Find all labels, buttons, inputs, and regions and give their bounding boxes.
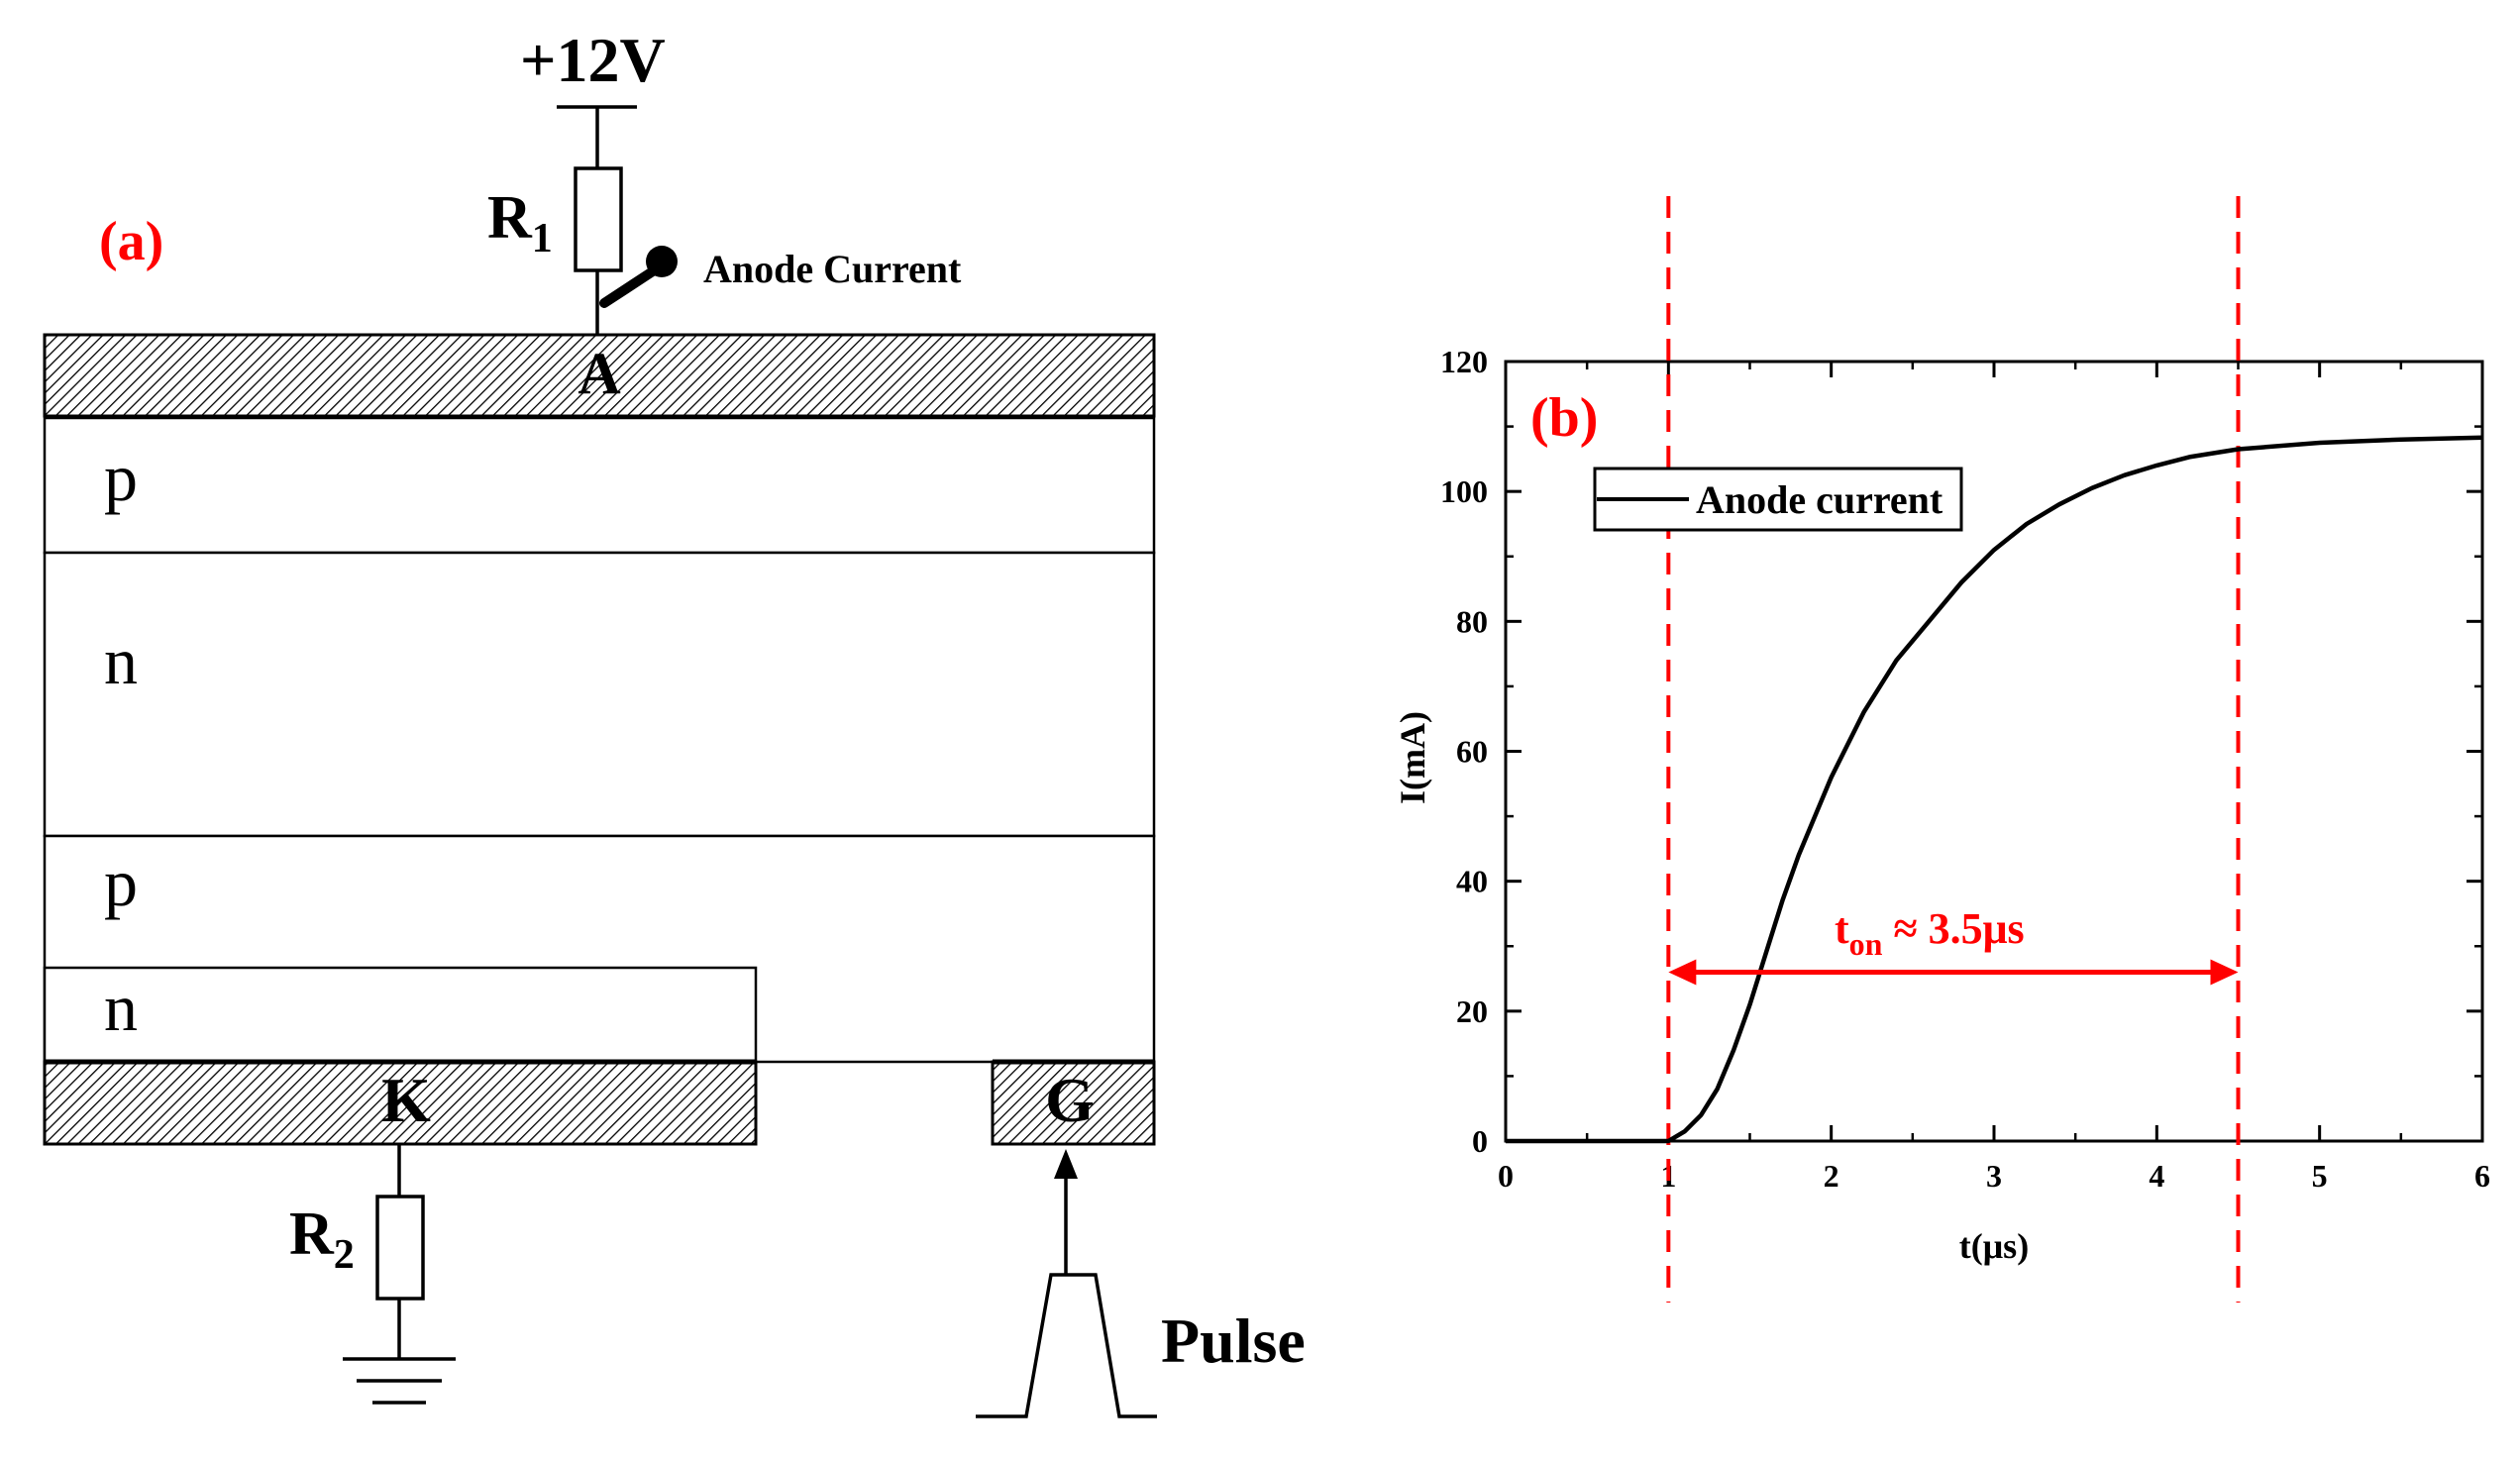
layer-n1 xyxy=(43,551,1156,838)
ton-span-arrow xyxy=(1668,959,2239,986)
x-tick-label: 2 xyxy=(1824,1158,1839,1194)
x-tick-label: 5 xyxy=(2312,1158,2328,1194)
onset-markers xyxy=(1666,196,2241,1303)
arrow-up-icon xyxy=(1054,1149,1078,1275)
supply-voltage-label: +12V xyxy=(520,25,666,95)
layer-p1 xyxy=(43,416,1156,555)
x-tick-label: 0 xyxy=(1498,1158,1514,1194)
gate-label: G xyxy=(1045,1065,1095,1135)
x-tick-label: 3 xyxy=(1986,1158,2002,1194)
x-tick-label: 6 xyxy=(2474,1158,2490,1194)
layer-n1-label: n xyxy=(104,623,138,698)
legend-label: Anode current xyxy=(1696,477,1943,522)
y-axis: 0 20 40 60 80 100 120 xyxy=(1440,344,2482,1159)
cathode-contact xyxy=(43,1060,758,1146)
layer-p2-label: p xyxy=(104,845,138,920)
anode-current-curve xyxy=(1506,435,2483,1144)
pulse-label: Pulse xyxy=(1161,1305,1306,1376)
legend: Anode current xyxy=(1593,467,1963,532)
anode-contact xyxy=(43,333,1156,418)
y-tick-label: 80 xyxy=(1456,603,1488,639)
panel-a-label: (a) xyxy=(99,211,163,272)
panel-b-label: (b) xyxy=(1530,387,1598,449)
arrow-left-icon xyxy=(1668,959,1697,986)
arrow-right-icon xyxy=(2210,959,2239,986)
ton-annotation: ton ≈ 3.5μs xyxy=(1835,904,2025,962)
anode-label: A xyxy=(578,341,620,406)
layer-p1-label: p xyxy=(104,440,138,515)
layer-n2-label: n xyxy=(104,970,138,1045)
cathode-label: K xyxy=(381,1065,431,1135)
current-probe-icon xyxy=(599,246,678,308)
panel-a: (a) +12V R1 Anode Current A p n p n K xyxy=(43,25,1306,1418)
y-axis-label: I(mA) xyxy=(1393,711,1432,804)
probe-label: Anode Current xyxy=(703,247,962,291)
y-tick-label: 0 xyxy=(1472,1123,1488,1159)
y-tick-label: 100 xyxy=(1440,473,1488,509)
r1-label: R1 xyxy=(487,184,553,261)
pulse-waveform xyxy=(976,1273,1157,1418)
y-tick-label: 120 xyxy=(1440,344,1488,379)
layer-n2 xyxy=(43,966,758,1064)
resistor-r1 xyxy=(574,166,623,272)
y-tick-label: 40 xyxy=(1456,864,1488,899)
y-tick-label: 20 xyxy=(1456,993,1488,1029)
resistor-r2 xyxy=(375,1195,425,1301)
x-axis-label: t(μs) xyxy=(1959,1226,2029,1266)
r2-label: R2 xyxy=(289,1200,355,1278)
x-axis: 0123456 xyxy=(1498,362,2490,1194)
y-tick-label: 60 xyxy=(1456,734,1488,770)
ground-icon xyxy=(343,1357,456,1405)
x-tick-label: 4 xyxy=(2149,1158,2164,1194)
